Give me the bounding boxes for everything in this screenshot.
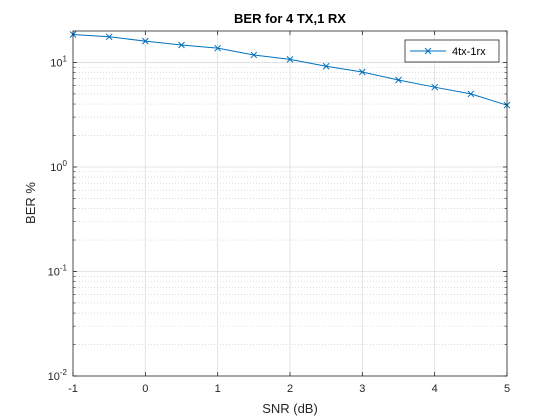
legend-label: 4tx-1rx: [452, 46, 486, 58]
x-tick-label: 5: [504, 383, 510, 395]
data-point-marker: [250, 51, 258, 59]
x-axis-label: SNR (dB): [262, 401, 318, 416]
data-point-marker: [105, 33, 113, 41]
x-tick-label: 2: [287, 383, 293, 395]
legend-x-marker: [424, 47, 432, 55]
data-point-marker: [395, 76, 402, 84]
series-layer: [69, 31, 511, 109]
data-point-marker: [322, 62, 330, 70]
data-point-marker: [178, 41, 185, 49]
data-point-marker: [467, 90, 475, 98]
y-tick-label: 10-1: [48, 263, 68, 278]
chart-title: BER for 4 TX,1 RX: [234, 11, 346, 26]
axis-ticks: [72, 30, 508, 377]
data-point-marker: [431, 83, 439, 91]
legend-marker-x-icon: [424, 47, 432, 55]
y-axis-label: BER %: [23, 182, 38, 224]
legend-box: [404, 39, 500, 63]
y-tick-labels: 10-2 10-1 100 101: [48, 54, 68, 383]
data-point-marker: [141, 37, 149, 45]
x-tick-label: 1: [215, 383, 221, 395]
x-tick-labels: -1 0 1 2 3 4 5: [68, 383, 510, 395]
data-point-marker: [358, 68, 366, 76]
x-tick-label: -1: [68, 383, 78, 395]
x-tick-label: 3: [359, 383, 365, 395]
data-point-marker: [214, 44, 222, 52]
y-tick-label: 10-2: [48, 368, 68, 383]
y-tick-label: 101: [50, 54, 67, 69]
legend: 4tx-1rx: [404, 39, 500, 63]
data-point-marker: [286, 56, 294, 63]
x-tick-label: 4: [432, 383, 438, 395]
y-tick-label: 100: [50, 159, 67, 174]
x-tick-label: 0: [142, 383, 148, 395]
